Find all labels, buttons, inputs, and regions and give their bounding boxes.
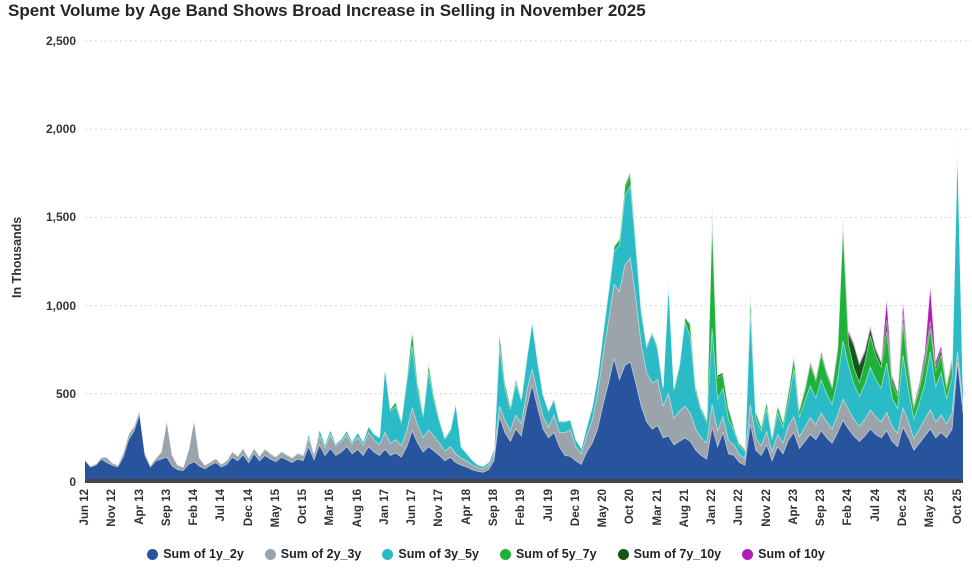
y-axis-label: In Thousands — [10, 216, 24, 298]
x-tick-label: Sep 13 — [160, 489, 173, 527]
area-edge — [85, 137, 964, 468]
x-tick-label: Jan 17 — [378, 489, 391, 525]
x-tick-label: Jul 24 — [869, 489, 882, 522]
x-axis-line — [85, 479, 963, 483]
x-tick-label: Nov 17 — [433, 489, 446, 527]
y-tick-label: 2,000 — [45, 122, 76, 137]
x-tick-label: Nov 12 — [106, 489, 119, 527]
legend-item-label: Sum of 10y — [758, 547, 825, 561]
legend-swatch-icon — [499, 548, 511, 560]
y-tick-label: 1,500 — [45, 210, 76, 225]
area-layer-sum-of-1y-2y[interactable] — [85, 358, 963, 480]
legend-item-sum-of-3y-5y[interactable]: Sum of 3y_5y — [382, 547, 479, 561]
x-tick-label: Nov 22 — [760, 489, 773, 527]
x-tick-label: Dec 24 — [897, 489, 909, 527]
legend-item-sum-of-10y[interactable]: Sum of 10y — [742, 547, 825, 561]
x-tick-label: Sep 23 — [815, 489, 828, 527]
x-tick-label: Mar 16 — [324, 489, 337, 526]
y-tick-label: 500 — [55, 386, 76, 401]
legend-swatch-icon — [742, 548, 754, 560]
x-tick-label: Jun 22 — [733, 489, 746, 526]
chart-title: Spent Volume by Age Band Shows Broad Inc… — [8, 1, 646, 20]
legend-item-sum-of-5y-7y[interactable]: Sum of 5y_7y — [499, 547, 597, 561]
x-tick-label: Jul 14 — [215, 489, 228, 522]
legend-swatch-icon — [617, 548, 629, 560]
x-tick-label: Apr 13 — [133, 489, 146, 525]
legend-item-label: Sum of 1y_2y — [163, 547, 244, 561]
x-tick-label: Apr 23 — [787, 489, 800, 525]
y-tick-label: 1,000 — [45, 298, 76, 313]
legend-item-sum-of-2y-3y[interactable]: Sum of 2y_3y — [264, 547, 362, 561]
y-tick-label: 2,500 — [45, 34, 76, 48]
x-tick-label: Oct 15 — [297, 489, 310, 525]
legend-item-label: Sum of 2y_3y — [280, 547, 362, 561]
area-edge — [85, 358, 964, 473]
stacked-area-chart[interactable] — [85, 38, 971, 485]
x-tick-label: Feb 24 — [842, 489, 855, 526]
x-tick-label: Oct 25 — [951, 489, 964, 525]
x-tick-label: Feb 19 — [515, 489, 528, 526]
x-tick-label: May 20 — [597, 489, 610, 528]
x-tick-label: Jun 17 — [406, 489, 419, 526]
legend-item-sum-of-7y-10y[interactable]: Sum of 7y_10y — [617, 547, 722, 561]
x-tick-label: May 25 — [924, 489, 937, 528]
legend-swatch-icon — [264, 548, 276, 560]
legend-item-label: Sum of 7y_10y — [633, 547, 722, 561]
x-tick-label: Aug 21 — [678, 489, 691, 528]
y-tick-label: 0 — [69, 475, 76, 489]
x-tick-label: Dec 14 — [242, 489, 255, 527]
x-tick-label: Jul 19 — [542, 489, 555, 522]
x-tick-label: Jun 12 — [79, 489, 91, 526]
legend-swatch-icon — [147, 548, 159, 560]
legend-swatch-icon — [382, 548, 394, 560]
x-tick-label: Aug 16 — [351, 489, 364, 528]
x-tick-label: Apr 18 — [460, 489, 473, 525]
legend-item-sum-of-1y-2y[interactable]: Sum of 1y_2y — [147, 547, 244, 561]
legend-item-label: Sum of 5y_7y — [515, 547, 597, 561]
x-tick-label: Jan 22 — [706, 489, 719, 525]
x-tick-label: Sep 18 — [488, 489, 500, 527]
x-tick-label: Mar 21 — [651, 489, 664, 526]
x-tick-label: May 15 — [269, 489, 282, 528]
x-tick-label: Feb 14 — [188, 489, 201, 526]
legend: Sum of 1y_2y Sum of 2y_3y Sum of 3y_5y Sum … — [0, 547, 972, 561]
x-tick-label: Dec 19 — [569, 489, 582, 527]
x-tick-label: Oct 20 — [624, 489, 637, 525]
legend-item-label: Sum of 3y_5y — [398, 547, 479, 561]
area-edge — [85, 256, 964, 470]
